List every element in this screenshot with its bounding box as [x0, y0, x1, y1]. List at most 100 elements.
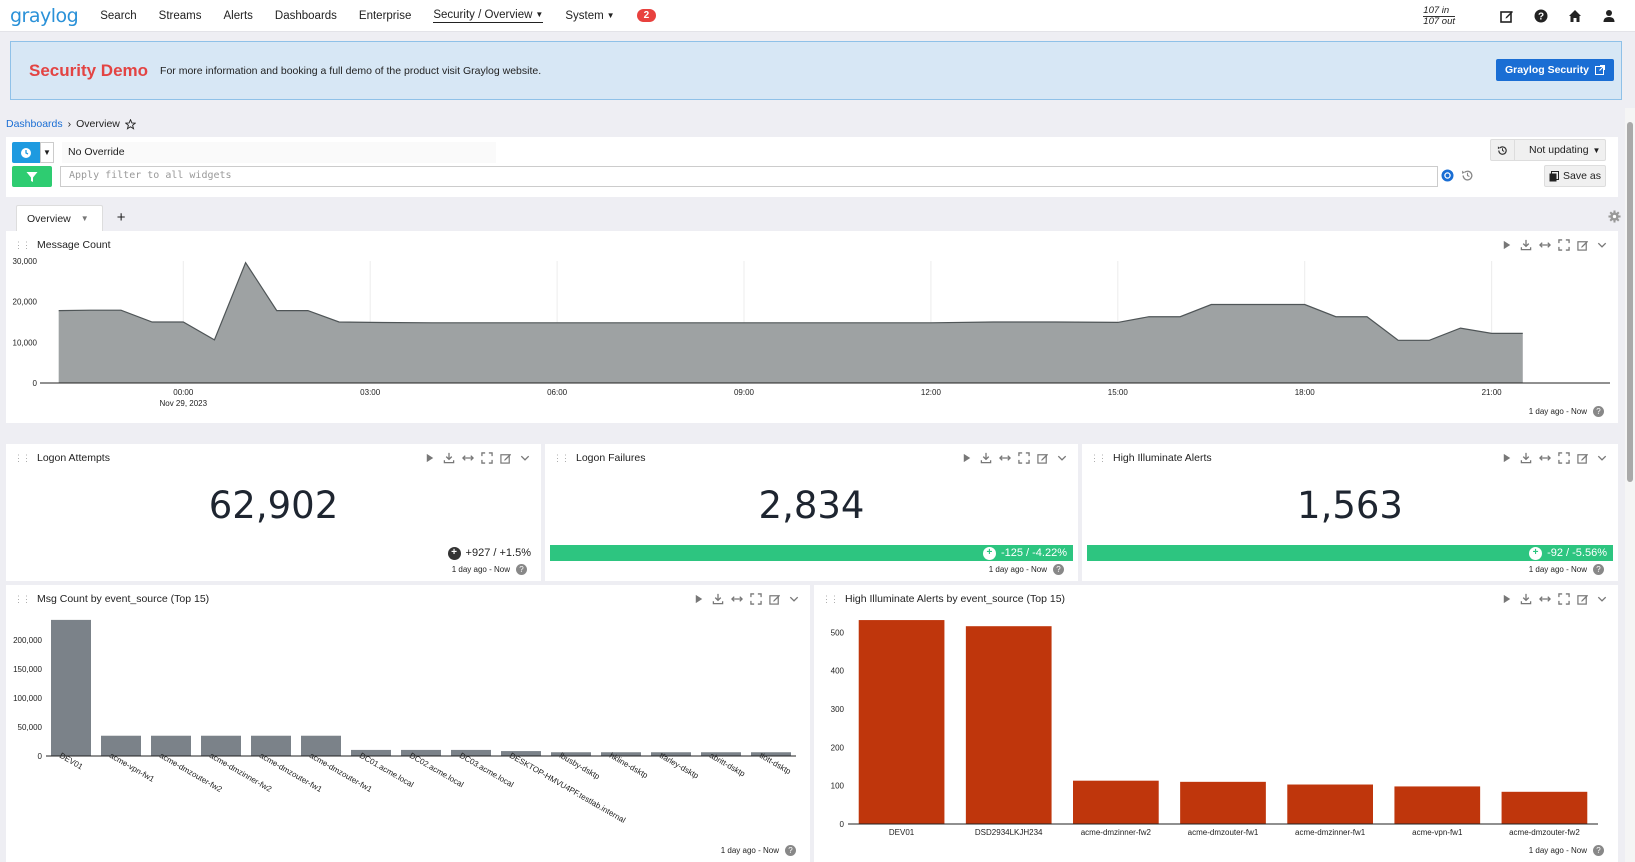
edit-icon[interactable] [1577, 593, 1589, 605]
nav-system[interactable]: System ▼ [565, 10, 614, 22]
chevron-down-icon[interactable] [1056, 452, 1068, 464]
bar [301, 735, 341, 756]
y-tick-label: 0 [33, 379, 38, 388]
play-icon[interactable] [424, 452, 436, 464]
history-icon[interactable] [1491, 140, 1515, 160]
time-range-dropdown[interactable]: ▼ [40, 142, 54, 163]
time-range-button[interactable] [12, 142, 40, 163]
query-history-icon[interactable] [1461, 169, 1475, 183]
time-range-display[interactable]: No Override [62, 142, 496, 163]
drag-handle-icon[interactable]: ⋮⋮ [14, 452, 31, 463]
fullscreen-icon[interactable] [1018, 452, 1030, 464]
nav-alerts[interactable]: Alerts [223, 9, 253, 22]
fullscreen-icon[interactable] [1558, 593, 1570, 605]
download-icon[interactable] [443, 452, 455, 464]
drag-handle-icon[interactable]: ⋮⋮ [1090, 452, 1107, 463]
bar [965, 626, 1052, 824]
download-icon[interactable] [980, 452, 992, 464]
bar [351, 749, 391, 756]
fullscreen-icon[interactable] [750, 593, 762, 605]
gear-icon[interactable] [1608, 210, 1621, 226]
edit-icon[interactable] [500, 452, 512, 464]
chevron-down-icon[interactable] [519, 452, 531, 464]
download-icon[interactable] [1520, 452, 1532, 464]
expand-horizontal-icon[interactable] [999, 452, 1011, 464]
play-icon[interactable] [1501, 239, 1513, 251]
timestamp-text: 1 day ago - Now [451, 565, 510, 574]
download-icon[interactable] [1520, 239, 1532, 251]
user-icon[interactable] [1601, 8, 1617, 24]
expand-horizontal-icon[interactable] [1539, 452, 1551, 464]
question-icon[interactable]: ? [785, 845, 796, 856]
widget-title: ⋮⋮ Logon Failures [553, 452, 645, 464]
question-icon[interactable]: ? [1593, 406, 1604, 417]
question-icon[interactable]: ? [1053, 564, 1064, 575]
edit-icon[interactable] [1499, 8, 1515, 24]
chevron-down-icon[interactable] [1596, 593, 1608, 605]
drag-handle-icon[interactable]: ⋮⋮ [14, 593, 31, 604]
y-tick-label: 400 [831, 667, 845, 676]
page-scrollbar[interactable] [1625, 108, 1635, 862]
edit-icon[interactable] [1577, 239, 1589, 251]
fullscreen-icon[interactable] [1558, 452, 1570, 464]
breadcrumb-dashboards[interactable]: Dashboards [6, 118, 63, 130]
nav-search[interactable]: Search [100, 9, 137, 22]
throughput-in: 107 in [1423, 5, 1455, 17]
play-icon[interactable] [1501, 593, 1513, 605]
graylog-logo[interactable]: graylog [10, 4, 79, 27]
question-icon[interactable]: ? [1593, 845, 1604, 856]
fullscreen-icon[interactable] [1558, 239, 1570, 251]
expand-horizontal-icon[interactable] [462, 452, 474, 464]
timestamp-text: 1 day ago - Now [988, 565, 1047, 574]
big-number-value: 1,563 [1297, 484, 1403, 527]
question-icon[interactable]: ? [516, 564, 527, 575]
refresh-control[interactable]: Not updating ▼ [1490, 139, 1606, 161]
chevron-down-icon[interactable] [1596, 452, 1608, 464]
scrollbar-thumb[interactable] [1627, 122, 1633, 482]
chevron-down-icon[interactable] [1596, 239, 1608, 251]
drag-handle-icon[interactable]: ⋮⋮ [14, 239, 31, 250]
x-tick-label: 00:00 [173, 388, 194, 397]
edit-icon[interactable] [1577, 452, 1589, 464]
info-icon[interactable] [1441, 169, 1455, 183]
fullscreen-icon[interactable] [481, 452, 493, 464]
chevron-down-icon[interactable] [788, 593, 800, 605]
bar [451, 749, 491, 756]
play-icon[interactable] [1501, 452, 1513, 464]
external-link-icon [1595, 65, 1605, 75]
drag-handle-icon[interactable]: ⋮⋮ [822, 593, 839, 604]
widget-title: ⋮⋮ Message Count [14, 239, 111, 251]
filter-button[interactable] [12, 166, 52, 187]
throughput-out: 107 out [1423, 15, 1455, 27]
play-icon[interactable] [961, 452, 973, 464]
add-tab-button[interactable]: + [116, 209, 126, 226]
throughput-indicator[interactable]: 107 in 107 out [1423, 5, 1455, 27]
home-icon[interactable] [1567, 8, 1583, 24]
nav-enterprise[interactable]: Enterprise [358, 9, 412, 22]
widget-actions [693, 593, 800, 605]
y-tick-label: 200,000 [13, 636, 42, 645]
save-as-button[interactable]: Save as [1544, 165, 1606, 187]
drag-handle-icon[interactable]: ⋮⋮ [553, 452, 570, 463]
notification-badge[interactable]: 2 [636, 9, 657, 22]
widget-filter-input[interactable]: Apply filter to all widgets [60, 166, 1438, 187]
graylog-security-button[interactable]: Graylog Security [1495, 59, 1614, 81]
trend-delta: + +927 / +1.5% [331, 545, 531, 561]
nav-streams[interactable]: Streams [158, 9, 202, 22]
play-icon[interactable] [693, 593, 705, 605]
download-icon[interactable] [712, 593, 724, 605]
expand-horizontal-icon[interactable] [1539, 239, 1551, 251]
edit-icon[interactable] [1037, 452, 1049, 464]
question-icon[interactable]: ? [1593, 564, 1604, 575]
expand-horizontal-icon[interactable] [1539, 593, 1551, 605]
edit-icon[interactable] [769, 593, 781, 605]
caret-down-icon[interactable]: ▼ [80, 214, 89, 223]
nav-dashboards[interactable]: Dashboards [274, 9, 337, 22]
help-icon[interactable]: ? [1533, 8, 1549, 24]
star-icon[interactable] [124, 118, 136, 130]
nav-security-overview[interactable]: Security / Overview ▼ [433, 9, 544, 23]
expand-horizontal-icon[interactable] [731, 593, 743, 605]
tab-overview[interactable]: Overview ▼ [16, 205, 103, 231]
download-icon[interactable] [1520, 593, 1532, 605]
